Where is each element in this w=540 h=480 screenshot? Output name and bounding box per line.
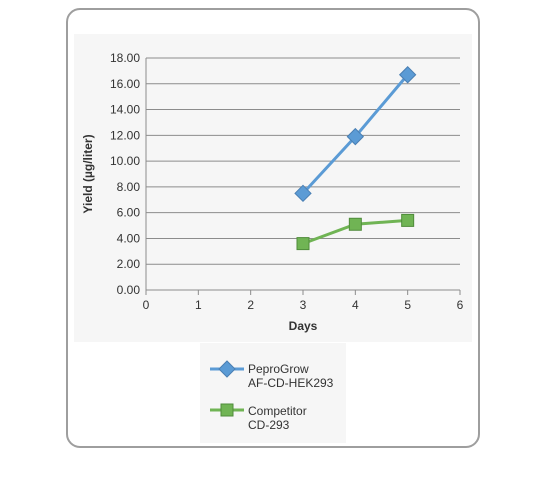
y-tick-label: 2.00 bbox=[117, 257, 141, 271]
legend-swatch-marker-1 bbox=[218, 360, 236, 378]
data-point-series-1 bbox=[346, 127, 365, 146]
x-tick-label: 5 bbox=[404, 298, 411, 312]
y-tick-label: 0.00 bbox=[117, 283, 141, 297]
y-tick-label: 12.00 bbox=[110, 128, 140, 142]
y-tick-label: 10.00 bbox=[110, 154, 140, 168]
data-point-series-2 bbox=[348, 217, 362, 231]
plot-area bbox=[74, 34, 472, 342]
data-point-series-2 bbox=[296, 237, 310, 251]
x-tick-label: 6 bbox=[457, 298, 464, 312]
x-tick-label: 3 bbox=[300, 298, 307, 312]
y-tick-label: 8.00 bbox=[117, 180, 141, 194]
legend-swatch-marker-2 bbox=[220, 403, 234, 417]
y-tick-label: 4.00 bbox=[117, 231, 141, 245]
data-point-series-1 bbox=[294, 184, 312, 203]
legend-label-line: AF-CD-HEK293 bbox=[248, 376, 334, 390]
x-axis-title: Days bbox=[289, 319, 318, 333]
y-axis-title: Yield (µg/liter) bbox=[81, 134, 95, 213]
x-tick-label: 2 bbox=[247, 298, 254, 312]
legend-label-line: CD-293 bbox=[248, 418, 290, 432]
legend-label-series-2: Competitor CD-293 bbox=[248, 404, 307, 432]
legend-label-line: Competitor bbox=[248, 404, 307, 418]
y-tick-label: 6.00 bbox=[117, 206, 141, 220]
data-point-series-2 bbox=[401, 213, 415, 227]
data-point-series-1 bbox=[398, 66, 417, 84]
y-tick-label: 18.00 bbox=[110, 51, 140, 65]
x-tick-label: 4 bbox=[352, 298, 359, 312]
x-tick-label: 0 bbox=[143, 298, 150, 312]
legend bbox=[200, 343, 346, 443]
y-tick-label: 14.00 bbox=[110, 103, 140, 117]
legend-label-series-1: PeproGrow AF-CD-HEK293 bbox=[248, 362, 333, 390]
x-tick-label: 1 bbox=[195, 298, 202, 312]
legend-label-line: PeproGrow bbox=[248, 362, 309, 376]
y-tick-label: 16.00 bbox=[110, 77, 140, 91]
